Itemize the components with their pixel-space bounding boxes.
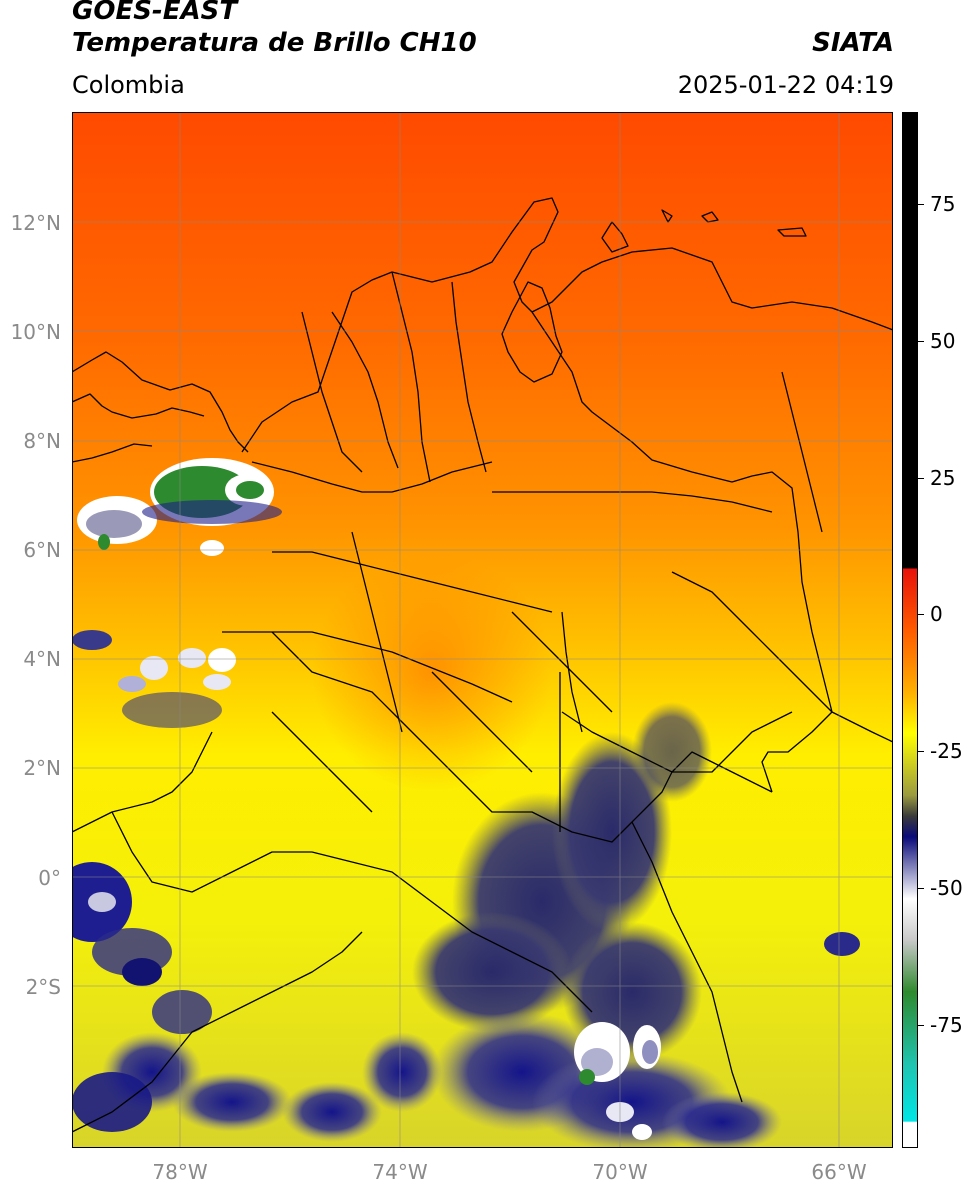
lat-label: 2°N xyxy=(23,756,61,780)
lat-label: 8°N xyxy=(23,429,61,453)
lat-label: 0° xyxy=(38,866,61,890)
lat-label: 10°N xyxy=(10,320,61,344)
lat-label: 12°N xyxy=(10,211,61,235)
colorbar-tick: 50 xyxy=(930,329,956,353)
lat-label: 2°S xyxy=(25,975,61,999)
brightness-temperature-map xyxy=(52,112,894,1152)
colorbar-tick: -25 xyxy=(930,739,963,763)
lon-label: 78°W xyxy=(152,1160,208,1184)
lon-label: 74°W xyxy=(372,1160,428,1184)
datetime-label: 2025-01-22 04:19 xyxy=(677,71,894,99)
lon-label: 70°W xyxy=(592,1160,648,1184)
colorbar-tick: 25 xyxy=(930,466,956,490)
region-label: Colombia xyxy=(72,71,185,99)
colorbar-tick: 75 xyxy=(930,192,956,216)
lat-label: 4°N xyxy=(23,647,61,671)
colorbar xyxy=(902,112,918,1148)
satellite-title: GOES-EAST xyxy=(72,0,238,26)
colorbar-tick: -75 xyxy=(930,1013,963,1037)
lat-label: 6°N xyxy=(23,538,61,562)
organization-label: SIATA xyxy=(812,28,894,58)
colorbar-tick: -50 xyxy=(930,876,963,900)
product-title: Temperatura de Brillo CH10 xyxy=(72,28,477,58)
lon-label: 66°W xyxy=(811,1160,867,1184)
colorbar-tick: 0 xyxy=(930,602,943,626)
